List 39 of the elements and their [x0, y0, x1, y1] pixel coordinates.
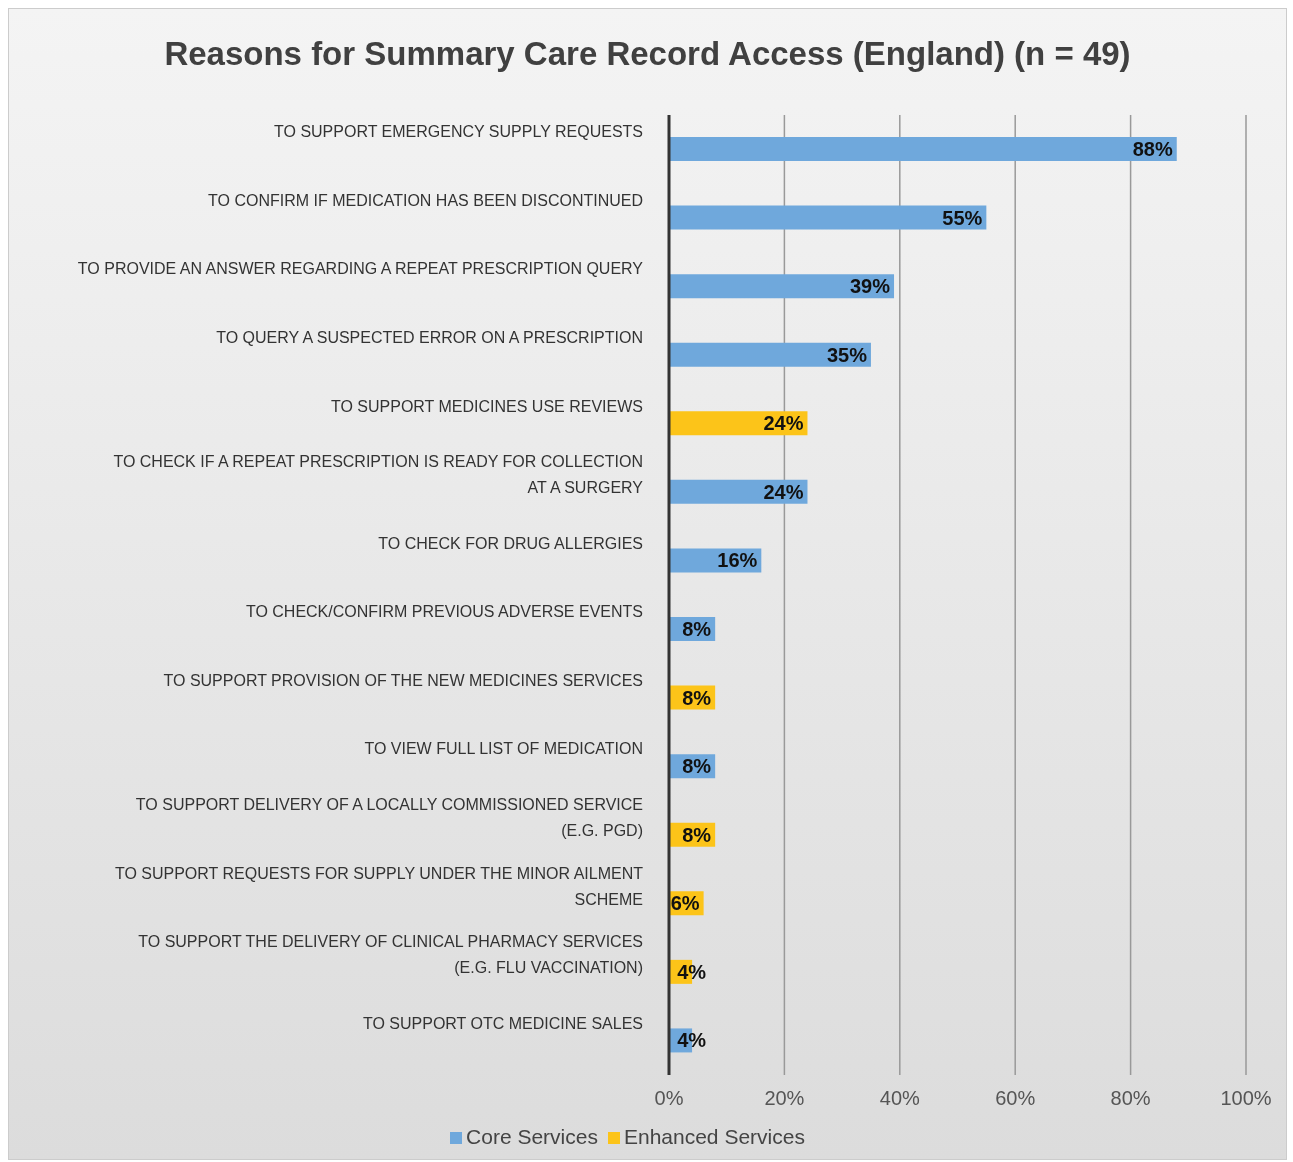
- bar: [669, 137, 1177, 161]
- y-tick-label: TO SUPPORT OTC MEDICINE SALES: [362, 1014, 643, 1032]
- x-tick-label: 100%: [1220, 1087, 1272, 1110]
- x-tick-label: 80%: [1110, 1087, 1151, 1110]
- y-tick-label: TO SUPPORT PROVISION OF THE NEW MEDICINES SERVICES: [163, 671, 643, 689]
- x-tick-label: 0%: [654, 1087, 684, 1110]
- y-tick-label: TO CHECK FOR DRUG ALLERGIES: [378, 534, 643, 552]
- data-label: 24%: [763, 480, 804, 503]
- data-label: 55%: [942, 206, 983, 229]
- y-tick-label: TO SUPPORT EMERGENCY SUPPLY REQUESTS: [274, 123, 643, 141]
- data-label: 35%: [826, 343, 868, 366]
- y-tick-label: TO CHECK/CONFIRM PREVIOUS ADVERSE EVENTS: [245, 603, 643, 621]
- y-tick-label: TO SUPPORT REQUESTS FOR SUPPLY UNDER THE MINOR AILMENT SCHEME: [114, 864, 644, 908]
- legend-label: Core Services: [466, 1125, 598, 1148]
- data-label: 39%: [850, 275, 891, 298]
- y-tick-label: TO PROVIDE AN ANSWER REGARDING A REPEAT PRESCRIPTION QUERY: [77, 260, 644, 278]
- bar: [669, 274, 895, 299]
- x-tick-label: 20%: [764, 1087, 805, 1110]
- data-label: 8%: [682, 686, 712, 709]
- y-tick-label: TO QUERY A SUSPECTED ERROR ON A PRESCRIPTION: [216, 329, 643, 346]
- data-label: 24%: [763, 412, 804, 435]
- data-label: 8%: [682, 755, 712, 778]
- data-label: 88%: [1132, 138, 1173, 160]
- legend-label: Enhanced Services: [623, 1125, 805, 1148]
- y-tick-label: TO CONFIRM IF MEDICATION HAS BEEN DISCONTINUED: [208, 191, 643, 209]
- bar: [669, 342, 871, 367]
- bar: [669, 205, 987, 230]
- y-tick-label: TO SUPPORT DELIVERY OF A LOCALLY COMMISSIONED SERVICE (E.G. PGD): [135, 796, 643, 839]
- y-tick-label: TO SUPPORT MEDICINES USE REVIEWS: [330, 397, 643, 415]
- data-label: 8%: [682, 618, 712, 640]
- data-label: 8%: [682, 823, 712, 846]
- x-tick-label: 60%: [995, 1087, 1036, 1110]
- y-tick-label: TO SUPPORT THE DELIVERY OF CLINICAL PHARMACY SERVICES (E.G. FLU VACCINATION): [138, 933, 643, 977]
- chart-title: Reasons for Summary Care Record Access (England) (n = 49): [163, 34, 1132, 74]
- y-tick-label: TO CHECK IF A REPEAT PRESCRIPTION IS READY FOR COLLECTION AT A SURGERY: [113, 453, 644, 497]
- y-tick-label: TO VIEW FULL LIST OF MEDICATION: [364, 740, 643, 758]
- x-tick-label: 40%: [879, 1087, 921, 1110]
- data-label: 6%: [670, 892, 700, 915]
- data-label: 16%: [717, 549, 758, 572]
